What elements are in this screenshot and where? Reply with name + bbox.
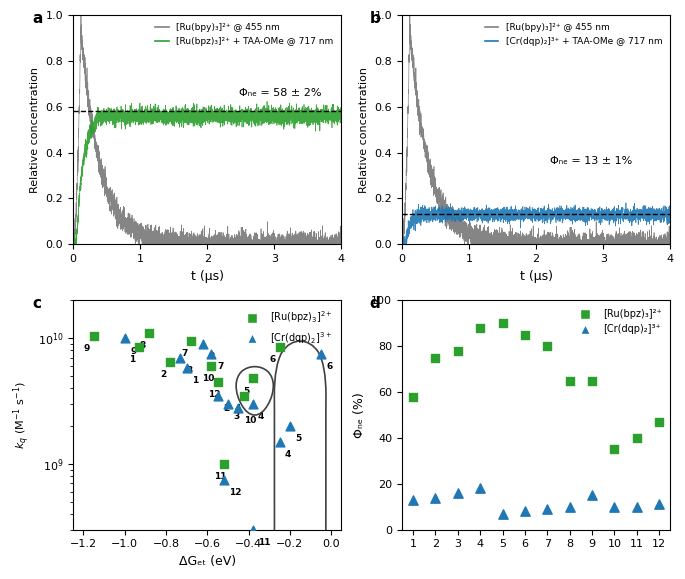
Point bbox=[653, 500, 664, 509]
Text: 11: 11 bbox=[214, 472, 227, 481]
Point bbox=[181, 364, 192, 373]
Point bbox=[212, 391, 223, 400]
Point bbox=[564, 376, 575, 385]
Point bbox=[219, 475, 229, 484]
Text: 2: 2 bbox=[223, 404, 229, 413]
Text: 8: 8 bbox=[140, 342, 146, 350]
Text: 7: 7 bbox=[217, 362, 223, 371]
Point bbox=[632, 502, 643, 511]
Point bbox=[219, 459, 229, 468]
Point bbox=[119, 334, 130, 343]
Text: 10: 10 bbox=[244, 416, 256, 425]
Point bbox=[274, 343, 285, 352]
Legend: [Ru(bpy)₃]²⁺ @ 455 nm, [Cr(dqp)₂]³⁺ + TAA-OMe @ 717 nm: [Ru(bpy)₃]²⁺ @ 455 nm, [Cr(dqp)₂]³⁺ + TA… bbox=[481, 20, 666, 49]
Text: Φₙₑ = 58 ± 2%: Φₙₑ = 58 ± 2% bbox=[240, 89, 322, 98]
Text: 3: 3 bbox=[186, 366, 192, 375]
Point bbox=[247, 400, 258, 409]
Point bbox=[233, 403, 244, 412]
Legend: [Ru(bpy)₃]²⁺ @ 455 nm, [Ru(bpz)₃]²⁺ + TAA-OMe @ 717 nm: [Ru(bpy)₃]²⁺ @ 455 nm, [Ru(bpz)₃]²⁺ + TA… bbox=[151, 20, 337, 49]
Text: 6: 6 bbox=[326, 362, 333, 371]
Text: 1: 1 bbox=[192, 376, 199, 385]
Y-axis label: $k_q$ (M$^{-1}$ s$^{-1}$): $k_q$ (M$^{-1}$ s$^{-1}$) bbox=[11, 381, 32, 449]
Point bbox=[88, 331, 99, 340]
Point bbox=[475, 323, 486, 332]
Point bbox=[408, 495, 419, 504]
Point bbox=[206, 361, 217, 371]
Point bbox=[206, 349, 217, 358]
Text: 9: 9 bbox=[130, 347, 136, 356]
Text: 4: 4 bbox=[285, 450, 291, 459]
Point bbox=[164, 357, 175, 367]
Text: 6: 6 bbox=[270, 356, 276, 364]
Text: 5: 5 bbox=[243, 387, 249, 395]
Text: d: d bbox=[370, 296, 380, 311]
Point bbox=[586, 490, 597, 500]
Point bbox=[274, 437, 285, 446]
Text: a: a bbox=[33, 10, 43, 25]
X-axis label: ΔGₑₜ (eV): ΔGₑₜ (eV) bbox=[179, 555, 236, 568]
Point bbox=[430, 493, 441, 502]
Text: 1: 1 bbox=[129, 356, 136, 364]
Point bbox=[144, 328, 155, 338]
Point bbox=[247, 525, 258, 534]
X-axis label: t (μs): t (μs) bbox=[520, 270, 553, 283]
Legend: [Ru(bpz)$_3$]$^{2+}$, [Cr(dqp)$_2$]$^{3+}$: [Ru(bpz)$_3$]$^{2+}$, [Cr(dqp)$_2$]$^{3+… bbox=[239, 305, 336, 350]
Y-axis label: Φₙₑ (%): Φₙₑ (%) bbox=[353, 392, 366, 438]
Point bbox=[315, 349, 326, 358]
Point bbox=[564, 502, 575, 511]
Text: 12: 12 bbox=[229, 488, 242, 497]
Text: 7: 7 bbox=[181, 349, 188, 358]
Legend: [Ru(bpz)₃]²⁺, [Cr(dqp)₂]³⁺: [Ru(bpz)₃]²⁺, [Cr(dqp)₂]³⁺ bbox=[572, 305, 665, 338]
Point bbox=[609, 445, 620, 454]
Point bbox=[609, 502, 620, 511]
Point bbox=[239, 391, 250, 400]
Text: 10: 10 bbox=[201, 375, 214, 383]
Point bbox=[223, 400, 234, 409]
Text: 4: 4 bbox=[235, 404, 241, 413]
Text: 8: 8 bbox=[209, 353, 215, 361]
X-axis label: t (μs): t (μs) bbox=[190, 270, 224, 283]
Point bbox=[452, 488, 463, 497]
Y-axis label: Relative concentration: Relative concentration bbox=[30, 67, 40, 193]
Point bbox=[475, 483, 486, 493]
Text: 2: 2 bbox=[160, 370, 166, 379]
Point bbox=[212, 378, 223, 387]
Text: c: c bbox=[33, 296, 42, 311]
Point bbox=[247, 373, 258, 383]
Point bbox=[175, 353, 186, 362]
Point bbox=[632, 433, 643, 442]
Point bbox=[134, 343, 145, 352]
Text: 4: 4 bbox=[258, 412, 268, 422]
Point bbox=[430, 353, 441, 362]
Text: 5: 5 bbox=[295, 434, 301, 444]
Point bbox=[519, 330, 530, 339]
Point bbox=[497, 319, 508, 328]
Point bbox=[586, 376, 597, 385]
Y-axis label: Relative concentration: Relative concentration bbox=[359, 67, 369, 193]
Point bbox=[408, 392, 419, 401]
Text: b: b bbox=[370, 10, 380, 25]
Text: Φₙₑ = 13 ± 1%: Φₙₑ = 13 ± 1% bbox=[549, 156, 632, 166]
Point bbox=[197, 339, 208, 349]
Point bbox=[542, 342, 553, 351]
Point bbox=[452, 346, 463, 356]
Point bbox=[284, 422, 295, 431]
Text: 9: 9 bbox=[84, 344, 90, 353]
Point bbox=[653, 417, 664, 427]
Text: 12: 12 bbox=[208, 390, 221, 399]
Text: 11: 11 bbox=[258, 538, 271, 547]
Point bbox=[542, 504, 553, 514]
Point bbox=[497, 509, 508, 518]
Point bbox=[519, 507, 530, 516]
Text: 3: 3 bbox=[234, 412, 240, 422]
Point bbox=[185, 336, 196, 346]
